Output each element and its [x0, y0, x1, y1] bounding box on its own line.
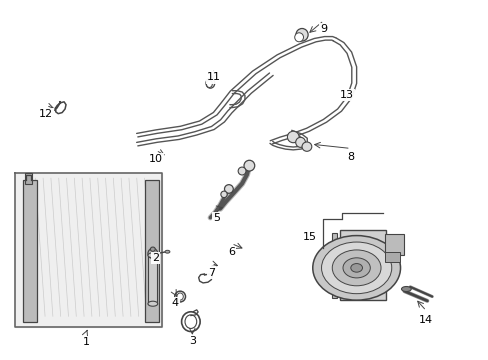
Text: 4: 4 — [171, 298, 179, 308]
Bar — [339, 230, 385, 300]
Text: 15: 15 — [302, 232, 316, 242]
Text: 6: 6 — [227, 247, 234, 257]
Ellipse shape — [148, 248, 158, 258]
Ellipse shape — [224, 185, 233, 193]
Ellipse shape — [221, 191, 227, 198]
Circle shape — [321, 242, 391, 294]
Circle shape — [331, 250, 380, 286]
Text: 7: 7 — [207, 267, 214, 278]
Bar — [25, 173, 32, 184]
Ellipse shape — [205, 78, 214, 88]
Bar — [384, 252, 399, 262]
Text: 9: 9 — [320, 24, 327, 35]
Text: 8: 8 — [346, 152, 354, 162]
Ellipse shape — [238, 167, 245, 175]
Text: 12: 12 — [39, 109, 53, 120]
Ellipse shape — [295, 28, 307, 41]
Bar — [144, 180, 159, 321]
Ellipse shape — [287, 131, 299, 143]
Text: 2: 2 — [152, 253, 159, 263]
Bar — [148, 255, 157, 304]
Circle shape — [312, 235, 400, 300]
Text: 13: 13 — [339, 90, 353, 100]
Ellipse shape — [148, 301, 158, 306]
Ellipse shape — [206, 80, 212, 87]
Ellipse shape — [244, 160, 254, 171]
Ellipse shape — [294, 33, 303, 42]
Ellipse shape — [295, 137, 305, 147]
Bar — [384, 234, 404, 255]
Circle shape — [350, 264, 362, 272]
Bar — [22, 180, 37, 321]
Text: 5: 5 — [213, 213, 220, 222]
Bar — [331, 233, 336, 298]
Ellipse shape — [401, 287, 410, 292]
Ellipse shape — [164, 250, 169, 253]
Text: 14: 14 — [418, 315, 432, 325]
Ellipse shape — [302, 142, 311, 151]
Ellipse shape — [150, 247, 155, 251]
Circle shape — [342, 258, 369, 278]
Text: 1: 1 — [82, 337, 89, 347]
Ellipse shape — [148, 253, 158, 258]
Text: 11: 11 — [207, 72, 221, 82]
Text: 3: 3 — [188, 336, 195, 346]
Text: 10: 10 — [148, 154, 163, 164]
Polygon shape — [15, 173, 161, 327]
